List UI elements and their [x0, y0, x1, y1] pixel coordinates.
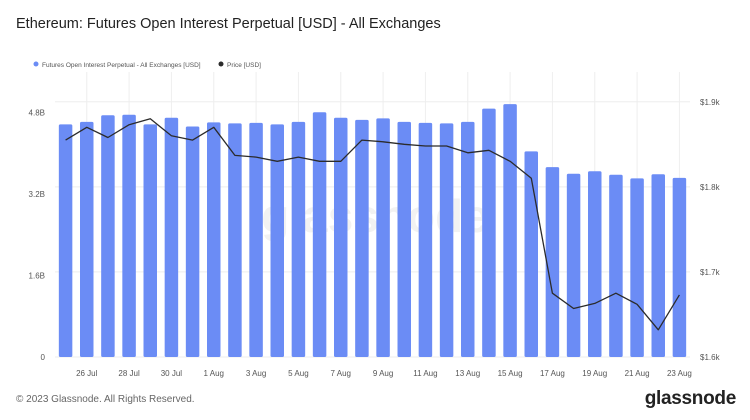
legend-price-label: Price [USD]: [227, 62, 261, 69]
bar-open-interest: [588, 171, 602, 357]
bar-open-interest: [185, 126, 200, 358]
x-tick-label: 26 Jul: [76, 369, 98, 378]
bar-open-interest: [80, 121, 94, 357]
bar-open-interest: [524, 151, 538, 357]
legend-bar-label: Futures Open Interest Perpetual - All Ex…: [42, 62, 201, 69]
bar-open-interest: [418, 122, 433, 358]
bar-open-interest: [249, 122, 263, 358]
copyright-text: © 2023 Glassnode. All Rights Reserved.: [16, 394, 195, 405]
x-axis: 26 Jul 28 Jul 30 Jul 1 Aug 3 Aug 5 Aug 7 Aug 9 …: [76, 369, 692, 378]
bar-open-interest: [270, 124, 284, 357]
y-right-tick-label: $1.9k: [700, 98, 721, 107]
bar-open-interest: [334, 117, 348, 357]
bar-open-interest: [503, 104, 517, 357]
x-tick-label: 5 Aug: [288, 369, 308, 378]
brand-logo: glassnode: [644, 388, 737, 409]
x-tick-label: 11 Aug: [413, 369, 437, 378]
bar-open-interest: [651, 174, 665, 357]
y-right-tick-label: $1.6k: [700, 353, 721, 362]
legend-bar-swatch: [33, 61, 39, 67]
bar-open-interest: [397, 121, 411, 357]
bar-series: [58, 104, 687, 358]
y-axis-left: 0 1.6B 3.2B 4.8B: [29, 109, 46, 362]
y-right-tick-label: $1.7k: [700, 268, 721, 277]
bar-open-interest: [376, 118, 390, 357]
x-tick-label: 21 Aug: [625, 369, 650, 378]
bar-open-interest: [609, 174, 623, 357]
legend-price-swatch: [218, 61, 224, 67]
y-left-tick-label: 0: [41, 353, 46, 362]
bar-open-interest: [312, 112, 327, 358]
price-line: [65, 118, 680, 331]
chart: glassnode 01.6B3.2B4.8B $1.6k$1.7k$1.8k$…: [29, 61, 721, 378]
x-tick-label: 17 Aug: [540, 369, 565, 378]
chart-title: Ethereum: Futures Open Interest Perpetua…: [16, 16, 441, 32]
bar-open-interest: [143, 124, 157, 357]
x-tick-label: 3 Aug: [246, 369, 266, 378]
x-tick-label: 13 Aug: [455, 369, 480, 378]
x-tick-label: 28 Jul: [118, 369, 140, 378]
x-tick-label: 9 Aug: [373, 369, 393, 378]
bar-open-interest: [439, 123, 454, 357]
x-tick-label: 7 Aug: [331, 369, 351, 378]
x-tick-label: 1 Aug: [204, 369, 224, 378]
x-tick-label: 23 Aug: [667, 369, 692, 378]
bar-open-interest: [122, 114, 136, 357]
bar-open-interest: [630, 178, 644, 357]
y-left-tick-label: 3.2B: [29, 190, 45, 199]
bar-open-interest: [482, 108, 496, 358]
bar-open-interest: [545, 167, 560, 357]
bar-open-interest: [566, 173, 581, 357]
bar-open-interest: [101, 115, 115, 357]
y-left-tick-label: 4.8B: [29, 109, 45, 118]
bar-open-interest: [461, 121, 475, 357]
legend: Futures Open Interest Perpetual - All Ex…: [33, 61, 261, 69]
bar-open-interest: [58, 124, 73, 357]
y-right-tick-label: $1.8k: [700, 183, 721, 192]
price-series: [65, 118, 680, 331]
x-tick-label: 19 Aug: [582, 369, 607, 378]
bar-open-interest: [228, 123, 242, 357]
bar-open-interest: [672, 177, 687, 357]
y-left-tick-label: 1.6B: [29, 272, 45, 281]
bar-open-interest: [207, 122, 221, 357]
y-axis-right: $1.6k $1.7k $1.8k $1.9k: [700, 98, 721, 362]
x-tick-label: 15 Aug: [498, 369, 523, 378]
bar-open-interest: [291, 121, 306, 357]
x-tick-label: 30 Jul: [161, 369, 183, 378]
bar-open-interest: [164, 117, 179, 357]
bar-open-interest: [355, 119, 369, 357]
